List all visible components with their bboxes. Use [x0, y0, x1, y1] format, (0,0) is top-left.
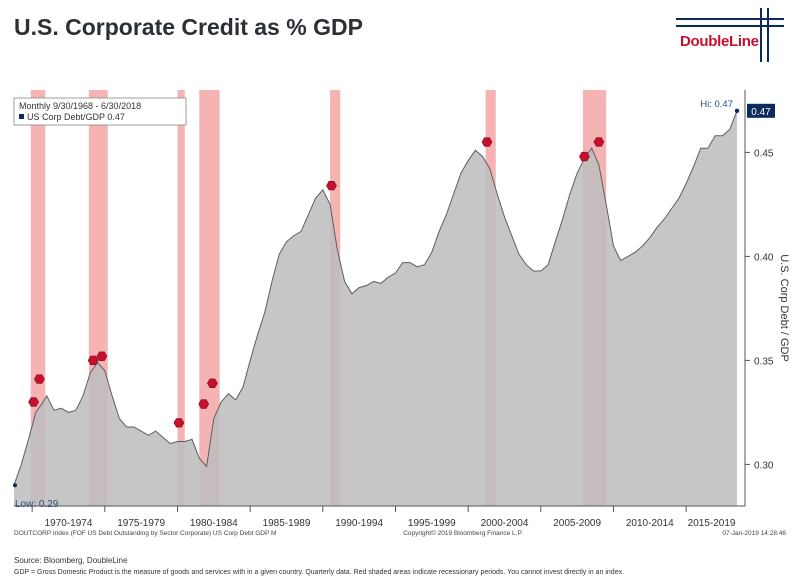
- source-note: Source: Bloomberg, DoubleLine: [14, 556, 128, 565]
- corp-debt-gdp-chart: 0.30 0.35 0.40 0.45 1970-1974 1975-1979 1980-1…: [13, 90, 790, 537]
- recession-marker: [579, 151, 590, 162]
- high-point: [734, 108, 740, 113]
- legend-line1: Monthly 9/30/1968 - 6/30/2018: [19, 101, 141, 111]
- recession-marker: [87, 355, 99, 366]
- x-tick-label: 2010-2014: [626, 518, 674, 529]
- y-tick-label: 0.30: [754, 460, 774, 471]
- x-tick-label: 1995-1999: [408, 518, 456, 529]
- x-tick-label: 1990-1994: [335, 518, 383, 529]
- recession-marker: [173, 418, 185, 428]
- legend-box: [13, 97, 187, 126]
- recession-marker: [593, 137, 605, 147]
- series-area: [14, 110, 737, 507]
- y-axis-title: U.S. Corp Debt / GDP: [778, 254, 790, 362]
- logo-rule: [676, 25, 784, 27]
- series-line: [13, 110, 738, 486]
- x-tick-label: 1970-1974: [45, 518, 93, 529]
- recession-marker: [198, 399, 210, 409]
- recession-marker: [207, 378, 218, 388]
- logo-rule: [760, 8, 762, 62]
- page-title: U.S. Corporate Credit as % GDP: [14, 14, 363, 40]
- doubleline-logo: DoubleLine: [676, 8, 786, 68]
- footer-left: DOUTCORP Index (FOF US Debt Outstanding …: [14, 530, 276, 537]
- footer-right: 07-Jan-2019 14:28:46: [722, 530, 786, 537]
- y-tick-label: 0.35: [754, 356, 774, 367]
- legend-swatch: [19, 114, 24, 119]
- recession-marker: [28, 397, 39, 407]
- axes: [14, 90, 750, 512]
- low-label: Low: 0.29: [15, 499, 59, 510]
- logo-text: DoubleLine: [680, 33, 759, 50]
- x-tick-label: 2005-2009: [553, 518, 601, 529]
- x-tick-label: 1985-1989: [263, 518, 311, 529]
- x-tick-label: 2015-2019: [688, 518, 736, 529]
- recession-marker: [34, 374, 45, 384]
- logo-rule: [676, 18, 784, 20]
- recession-marker: [326, 181, 337, 191]
- high-label: Hi: 0.47: [700, 99, 733, 110]
- y-tick-label: 0.40: [754, 252, 774, 263]
- x-tick-label: 1975-1979: [117, 518, 165, 529]
- chart-text: 0.30 0.35 0.40 0.45 1970-1974 1975-1979 1980-1…: [13, 97, 790, 537]
- recession-band: [177, 90, 185, 506]
- last-value-tag: [747, 103, 775, 118]
- area-series: [13, 110, 738, 507]
- legend-line2: US Corp Debt/GDP 0.47: [27, 112, 125, 122]
- last-value-label: 0.47: [751, 107, 771, 118]
- footer-mid: Copyright© 2019 Bloomberg Finance L.P.: [403, 529, 523, 537]
- low-point: [13, 483, 17, 488]
- x-tick-label: 1980-1984: [190, 518, 238, 529]
- recession-marker: [481, 137, 493, 147]
- recession-markers: [13, 103, 775, 488]
- recession-marker: [96, 351, 108, 361]
- logo-rule: [767, 8, 769, 62]
- footnote: GDP = Gross Domestic Product is the meas…: [14, 569, 625, 576]
- x-tick-label: 2000-2004: [481, 518, 529, 529]
- y-tick-label: 0.45: [754, 148, 774, 159]
